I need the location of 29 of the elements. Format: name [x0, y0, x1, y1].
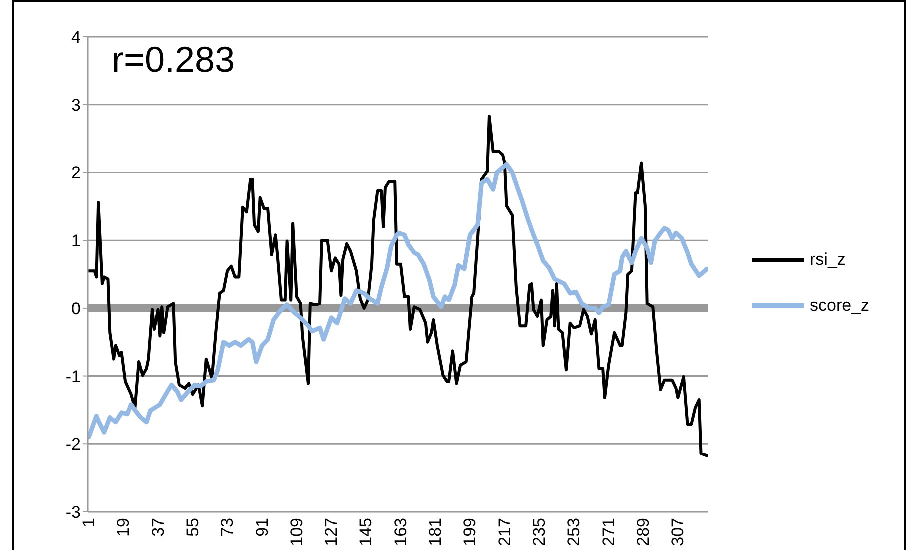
x-tick-label: 235 [530, 518, 550, 546]
x-tick-label: 1 [79, 518, 98, 528]
y-tick-label: -3 [66, 503, 81, 522]
y-tick-label: 2 [72, 164, 81, 183]
x-tick-label: 217 [495, 518, 514, 546]
legend-label: score_z [810, 296, 870, 316]
y-tick-label: 3 [72, 96, 81, 115]
legend-label: rsi_z [810, 250, 846, 270]
x-tick-label: 109 [287, 518, 306, 546]
annotation: r=0.283 [112, 39, 236, 80]
x-tick-label: 19 [114, 518, 134, 537]
x-tick-label: 307 [668, 518, 688, 546]
x-tick-label: 73 [218, 518, 238, 537]
x-tick-label: 253 [564, 518, 584, 546]
x-tick-label: 163 [391, 518, 410, 546]
y-tick-label: 1 [72, 232, 81, 251]
y-tick-label: -1 [66, 367, 81, 386]
y-tick-label: 0 [72, 299, 81, 318]
x-tick-label: 127 [322, 518, 342, 546]
y-tick-label: 4 [72, 28, 81, 48]
x-tick-label: 91 [252, 518, 272, 537]
x-tick-label: 271 [599, 518, 618, 546]
y-tick-label: -2 [66, 435, 81, 454]
x-tick-label: 37 [148, 518, 168, 537]
x-tick-label: 181 [426, 518, 446, 546]
x-tick-label: 199 [460, 518, 480, 546]
x-tick-label: 289 [634, 518, 653, 546]
x-tick-label: 145 [356, 518, 376, 546]
x-tick-label: 55 [183, 518, 202, 537]
